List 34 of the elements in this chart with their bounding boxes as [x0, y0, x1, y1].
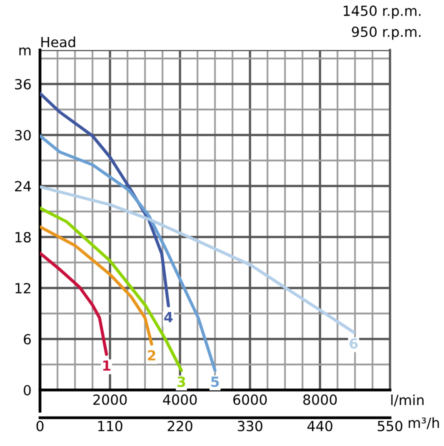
x-tick-label: 6000: [233, 394, 267, 405]
y-tick-label: 6: [24, 334, 31, 344]
line-series: [40, 134, 217, 372]
line-series: [40, 252, 108, 356]
y-tick-label: 30: [15, 130, 31, 140]
chart-title: 1450 r.p.m.: [344, 6, 421, 19]
chart-subtitle: 950 r.p.m.: [352, 26, 421, 40]
x-axis-title: l/min: [391, 394, 424, 406]
series-label: 4: [164, 312, 173, 322]
series-label: 1: [103, 360, 110, 371]
y-tick-label: m: [19, 48, 30, 56]
y-tick-label: 18: [16, 232, 31, 242]
y-tick-label: 24: [15, 180, 31, 192]
x2-tick-label: 0: [36, 420, 44, 432]
series-label: 2: [148, 350, 156, 360]
x2-tick-label: 220: [168, 420, 192, 432]
x2-tick-label: 110: [98, 420, 122, 432]
series-label: 5: [211, 376, 219, 387]
x2-tick-label: 550: [378, 420, 402, 432]
x-tick-label: 2000: [93, 394, 127, 405]
y-tick-label: 12: [16, 282, 30, 294]
x2-axis-title: m³/h: [408, 417, 439, 430]
series-label: 6: [350, 338, 358, 349]
x-tick-label: 4000: [163, 394, 197, 405]
y-tick-label: 36: [15, 78, 31, 90]
line-series: [40, 185, 356, 334]
series-label: 3: [177, 376, 186, 387]
x-tick-label: 8000: [303, 394, 337, 405]
line-series: [40, 225, 154, 346]
line-series: [40, 206, 183, 372]
y-tick-label: 0: [24, 384, 31, 396]
x2-tick-label: 440: [307, 420, 332, 432]
x2-tick-label: 330: [238, 420, 262, 432]
y-axis-title: Head: [41, 36, 76, 48]
